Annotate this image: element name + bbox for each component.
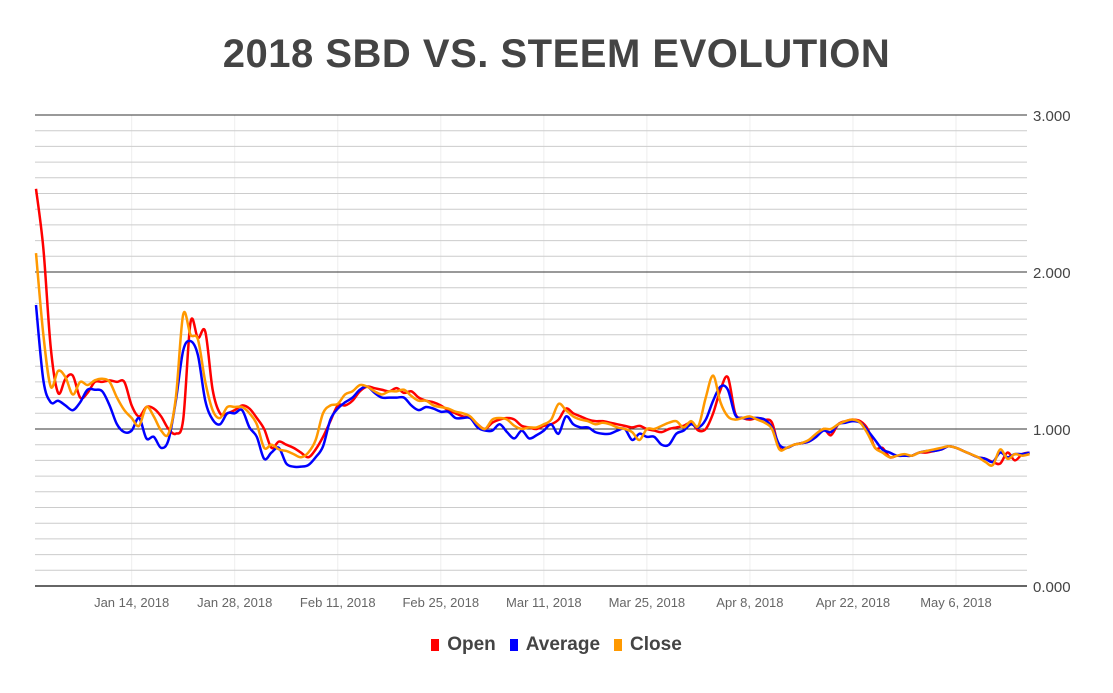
legend-item-close[interactable]: Close [614,634,682,656]
legend-swatch-average [509,639,518,651]
y-tick-label: 0.000 [1033,579,1071,596]
y-axis-ticks: 0.000 1.000 2.000 3.000 [1033,108,1071,596]
legend: Open Average Close [0,634,1113,656]
gridlines [35,114,1027,587]
x-tick-label: Mar 11, 2018 [506,595,582,610]
x-axis-ticks: Jan 14, 2018 Jan 28, 2018 Feb 11, 2018 Feb … [94,595,992,610]
x-tick-label: Feb 11, 2018 [300,595,376,610]
series-line-open [34,188,1030,466]
y-tick-label: 1.000 [1033,422,1071,439]
x-tick-label: Feb 25, 2018 [402,595,479,610]
x-tick-label: Jan 28, 2018 [197,595,272,610]
legend-swatch-open [431,639,440,651]
legend-item-open[interactable]: Open [431,634,496,656]
legend-label-average: Average [525,634,601,655]
x-tick-label: Apr 22, 2018 [816,595,890,610]
legend-label-open: Open [447,634,496,655]
y-tick-label: 3.000 [1033,108,1071,125]
x-tick-label: Apr 8, 2018 [716,595,783,610]
x-tick-label: Mar 25, 2018 [609,595,686,610]
y-tick-label: 2.000 [1033,265,1071,282]
series-line-close [34,253,1030,467]
x-tick-label: May 6, 2018 [920,595,992,610]
legend-label-close: Close [630,634,682,655]
legend-item-average[interactable]: Average [509,634,601,656]
x-tick-label: Jan 14, 2018 [94,595,169,610]
series-lines [34,188,1030,469]
legend-swatch-close [614,639,623,651]
chart-title: 2018 SBD VS. STEEM EVOLUTION [222,32,891,76]
